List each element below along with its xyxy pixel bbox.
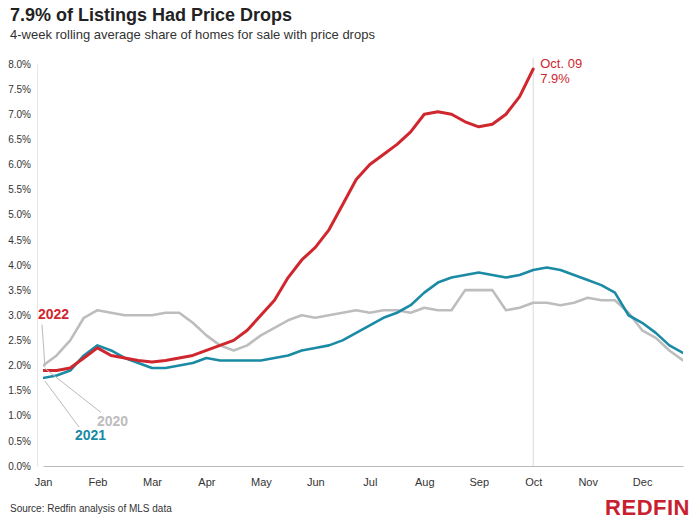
y-tick-label: 3.5% — [8, 285, 31, 296]
y-tick-label: 4.0% — [8, 260, 31, 271]
y-tick-label: 8.0% — [8, 59, 31, 70]
x-tick-label: Jan — [35, 476, 53, 488]
x-tick: Jul — [363, 466, 377, 488]
y-tick-label: 3.0% — [8, 310, 31, 321]
chart: 7.9% of Listings Had Price Drops 4-week r… — [0, 0, 700, 522]
y-axis: 0.0% 0.5% 1.0% 1.5% 2.0% 2.5% 3.0% 3.5% 4.0% 4.5%… — [8, 59, 37, 472]
y-tick-label: 6.5% — [8, 134, 31, 145]
series-line — [43, 69, 533, 371]
data-label: 7.9% — [540, 71, 570, 86]
y-tick-label: 1.5% — [8, 385, 31, 396]
x-tick-label: May — [251, 476, 272, 488]
x-tick: Mar — [143, 466, 162, 488]
y-tick: 6.0% — [8, 159, 37, 170]
logo: REDFIN — [605, 495, 690, 520]
y-tick-label: 2.5% — [8, 335, 31, 346]
y-tick: 5.5% — [8, 184, 37, 195]
title: 7.9% of Listings Had Price Drops — [10, 5, 292, 25]
annotation: Oct. 09 — [540, 56, 582, 71]
y-tick: 0.5% — [8, 436, 37, 447]
series-label: 2022 — [38, 306, 69, 322]
y-tick: 8.0% — [8, 59, 37, 70]
x-tick-label: Apr — [198, 476, 215, 488]
y-tick: 7.0% — [8, 109, 37, 120]
x-axis: Jan Feb Mar Apr May Jun Jul Aug Sep Oct Nov Dec — [35, 466, 684, 488]
y-tick-label: 4.5% — [8, 235, 31, 246]
x-tick-label: Jul — [363, 476, 377, 488]
x-tick-label: Aug — [415, 476, 435, 488]
x-tick-label: Feb — [88, 476, 107, 488]
y-tick-label: 0.5% — [8, 436, 31, 447]
x-tick: Jan — [35, 466, 53, 488]
y-tick-label: 5.5% — [8, 184, 31, 195]
label-leader — [45, 381, 79, 427]
y-tick: 6.5% — [8, 134, 37, 145]
x-tick: May — [251, 466, 272, 488]
x-tick-label: Sep — [469, 476, 489, 488]
y-tick: 0.0% — [8, 461, 37, 472]
y-tick: 4.0% — [8, 260, 37, 271]
x-tick: Oct — [525, 466, 542, 488]
series-label: 2021 — [75, 427, 106, 443]
y-tick: 2.5% — [8, 335, 37, 346]
y-tick-label: 7.0% — [8, 109, 31, 120]
x-tick: Dec — [633, 466, 653, 488]
y-tick-label: 1.0% — [8, 410, 31, 421]
x-axis-line — [44, 466, 684, 467]
x-tick-label: Nov — [578, 476, 598, 488]
y-tick: 7.5% — [8, 84, 37, 95]
x-tick-label: Dec — [633, 476, 653, 488]
x-tick: Aug — [415, 466, 435, 488]
y-tick-label: 5.0% — [8, 209, 31, 220]
source: Source: Redfin analysis of MLS data — [10, 503, 172, 514]
x-tick: Apr — [198, 466, 215, 488]
label-leader — [45, 369, 101, 413]
y-tick: 1.0% — [8, 410, 37, 421]
y-tick: 1.5% — [8, 385, 37, 396]
y-tick: 5.0% — [8, 209, 37, 220]
x-tick-label: Mar — [143, 476, 162, 488]
label-leader — [42, 325, 45, 368]
x-tick: Sep — [469, 466, 489, 488]
plot-area — [43, 69, 683, 378]
x-tick: Feb — [88, 466, 107, 488]
y-tick-label: 6.0% — [8, 159, 31, 170]
y-tick: 4.5% — [8, 235, 37, 246]
y-axis-line — [37, 65, 38, 467]
x-tick-label: Oct — [525, 476, 542, 488]
y-tick: 2.0% — [8, 360, 37, 371]
subtitle: 4-week rolling average share of homes fo… — [10, 27, 375, 42]
y-tick-label: 2.0% — [8, 360, 31, 371]
y-tick-label: 0.0% — [8, 461, 31, 472]
annotation-line — [533, 58, 534, 466]
y-tick-label: 7.5% — [8, 84, 31, 95]
x-tick: Nov — [578, 466, 598, 488]
x-tick-label: Jun — [307, 476, 325, 488]
x-tick: Jun — [307, 466, 325, 488]
y-tick: 3.5% — [8, 285, 37, 296]
y-tick: 3.0% — [8, 310, 37, 321]
